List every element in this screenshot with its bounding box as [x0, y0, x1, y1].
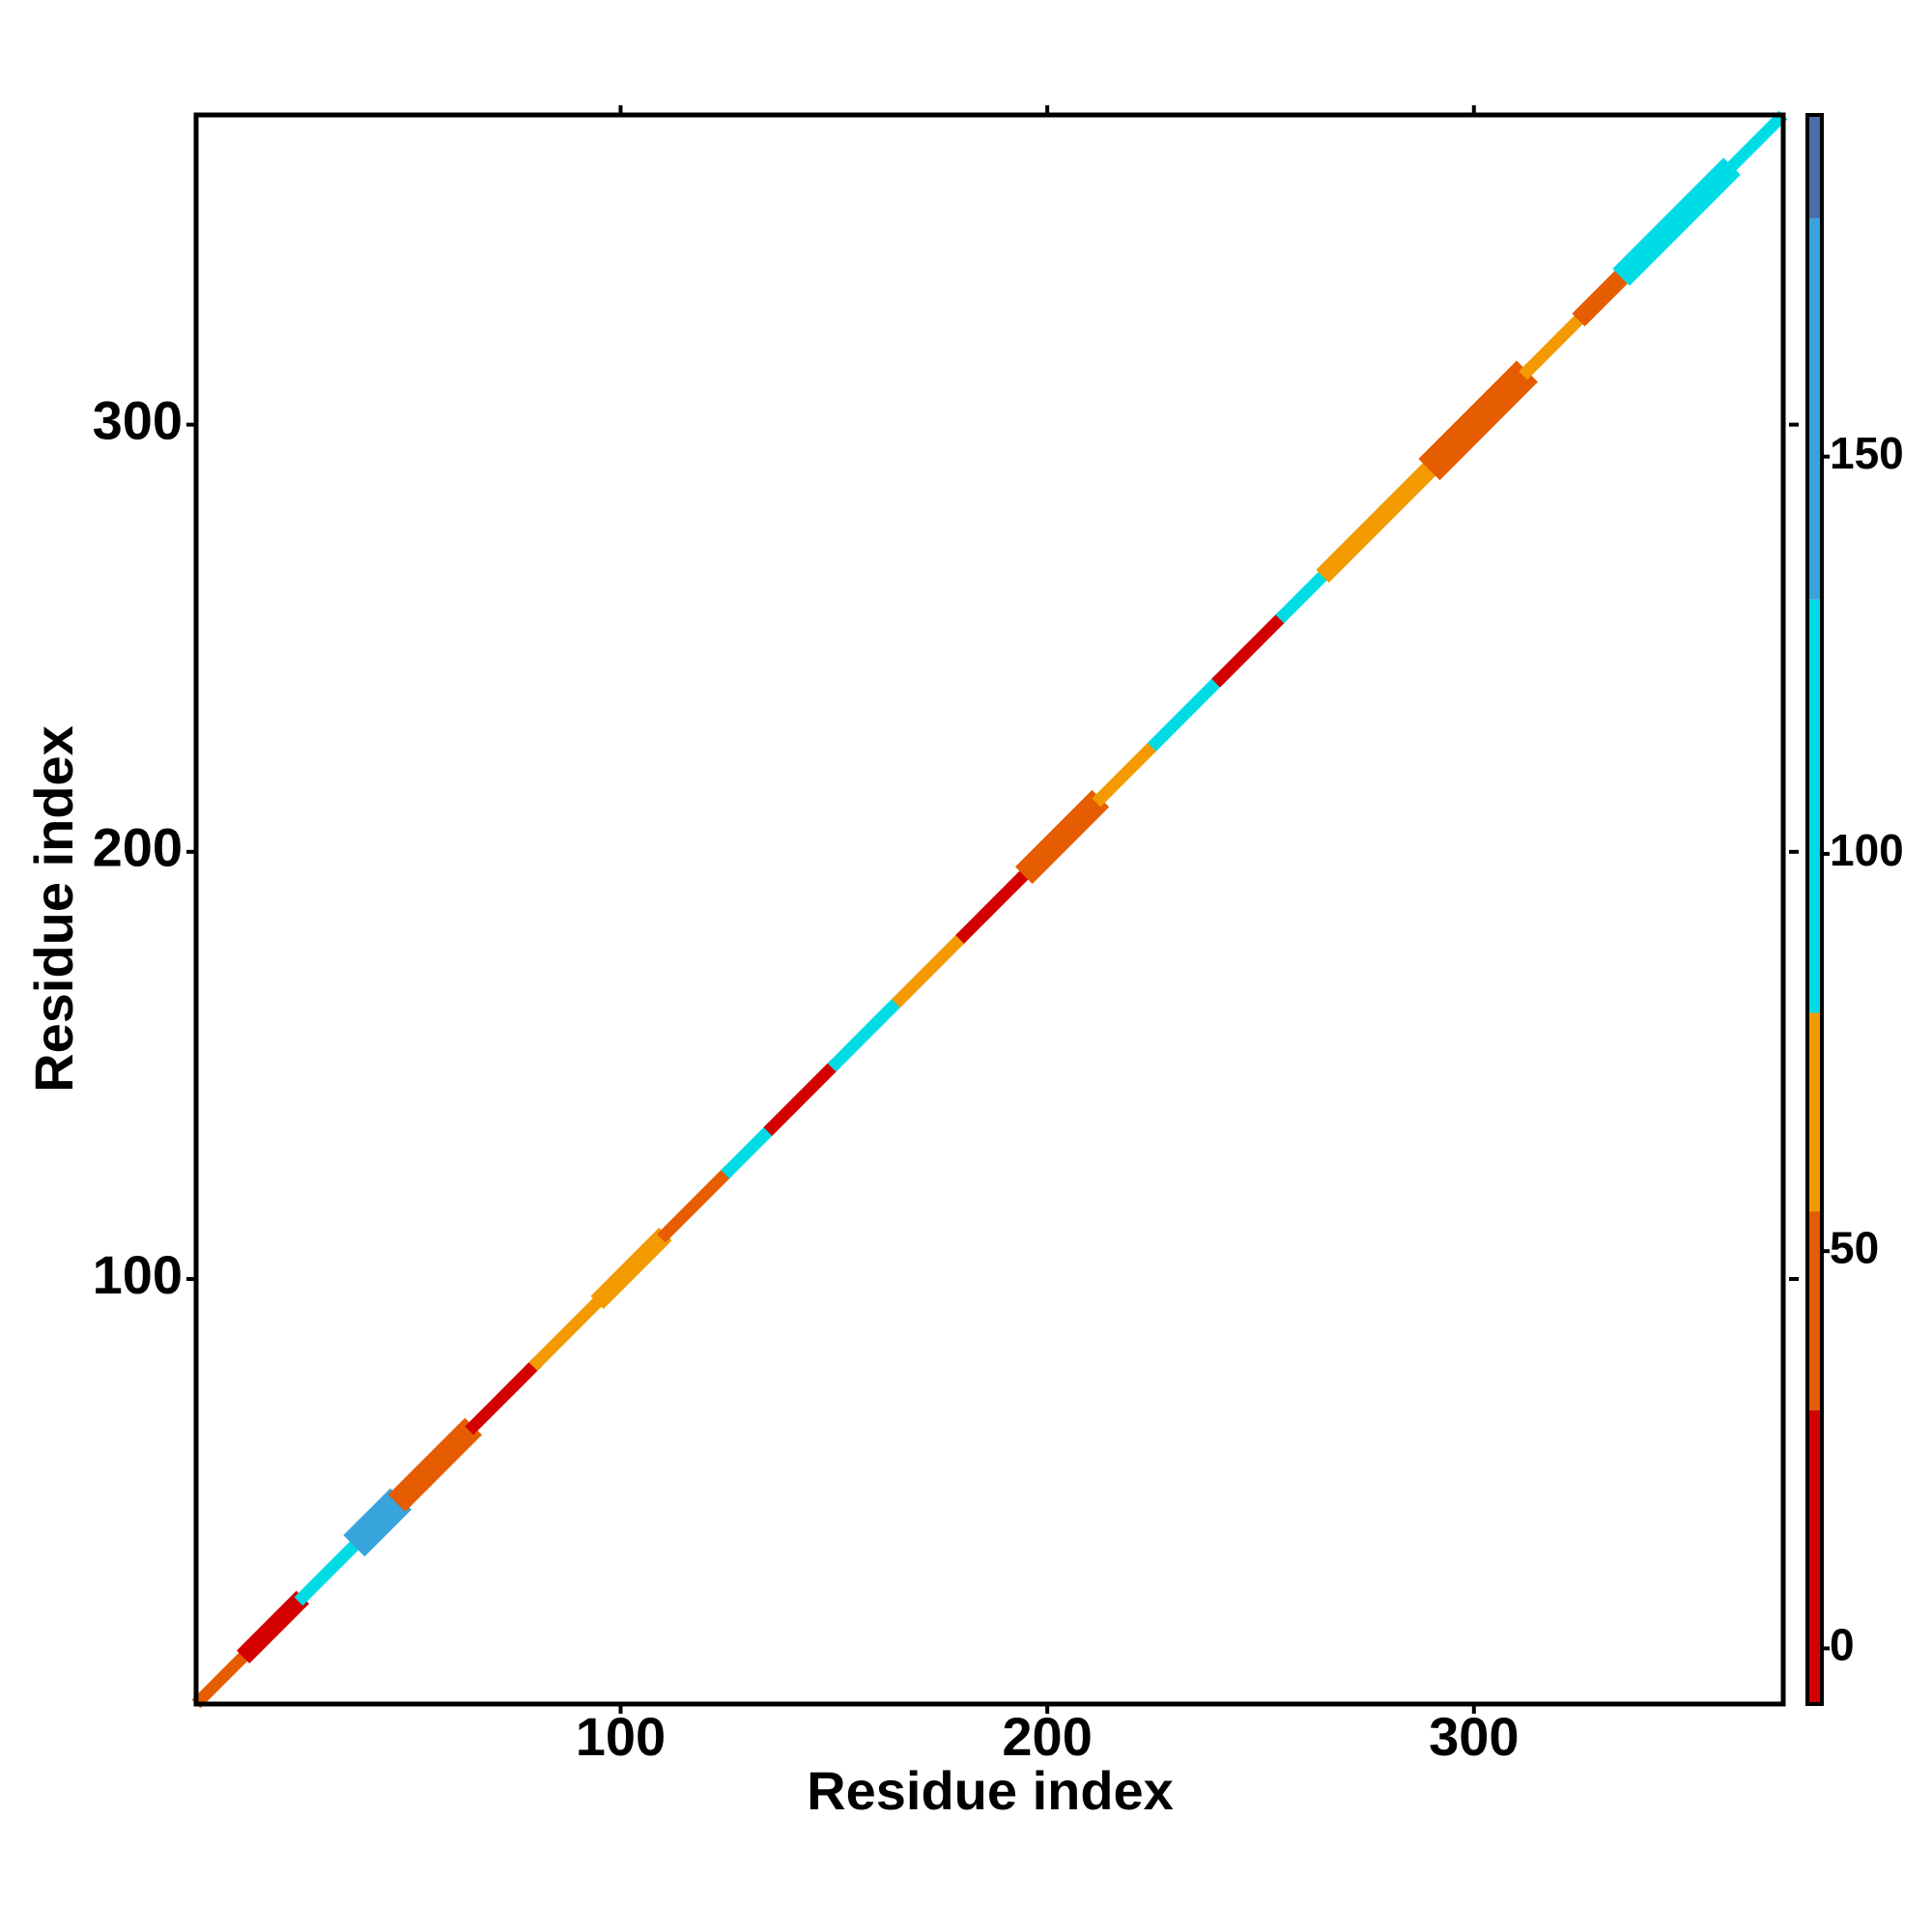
contact-band: [891, 930, 969, 1009]
contact-band: [955, 867, 1033, 944]
contact-band: [721, 1122, 777, 1179]
colorbar-tick-label: 0: [1830, 1620, 1855, 1670]
colorbar-bin: [1809, 599, 1820, 1013]
contact-band: [1275, 567, 1331, 624]
contact-band: [1147, 674, 1225, 752]
contact-band: [1612, 157, 1741, 286]
colorbar-tick-label: 150: [1830, 428, 1904, 478]
contact-band: [387, 1417, 482, 1512]
contact-band: [763, 1059, 840, 1136]
colorbar-tick-label: 100: [1830, 825, 1904, 875]
x-tick-label: 200: [1002, 1706, 1092, 1767]
contact-band: [1519, 311, 1587, 381]
y-axis-title: Residue index: [23, 725, 84, 1093]
y-tick-label: 300: [93, 389, 183, 450]
contact-band: [1092, 738, 1161, 808]
contact-band: [1015, 789, 1110, 884]
colorbar-tick-label: 50: [1830, 1222, 1879, 1272]
contact-band: [1316, 459, 1440, 583]
y-tick-label: 100: [93, 1244, 183, 1305]
contact-band: [1418, 360, 1538, 481]
colorbar-bin: [1809, 115, 1820, 218]
colorbar-bin: [1809, 1409, 1820, 1704]
colorbar-frame: [1805, 113, 1824, 1706]
contact-band: [1723, 110, 1788, 175]
contact-band: [1211, 611, 1289, 688]
colorbar-bin: [1809, 1211, 1820, 1410]
x-tick-label: 300: [1429, 1706, 1519, 1767]
contact-band: [528, 1293, 606, 1372]
contact-band: [827, 994, 905, 1072]
y-tick-label: 200: [93, 817, 183, 878]
contact-band: [465, 1357, 542, 1435]
contact-band: [657, 1165, 734, 1243]
contact-band: [237, 1590, 309, 1663]
contact-band: [590, 1227, 672, 1309]
plot-frame: [193, 112, 1786, 1707]
colorbar-bin: [1809, 217, 1820, 600]
x-tick-label: 100: [576, 1706, 666, 1767]
x-axis-title: Residue index: [807, 1760, 1174, 1821]
colorbar-bin: [1809, 1012, 1820, 1212]
contact-band: [191, 1648, 252, 1709]
contact-band: [294, 1537, 363, 1606]
contact-band: [343, 1488, 412, 1557]
contact-band: [1572, 267, 1633, 327]
